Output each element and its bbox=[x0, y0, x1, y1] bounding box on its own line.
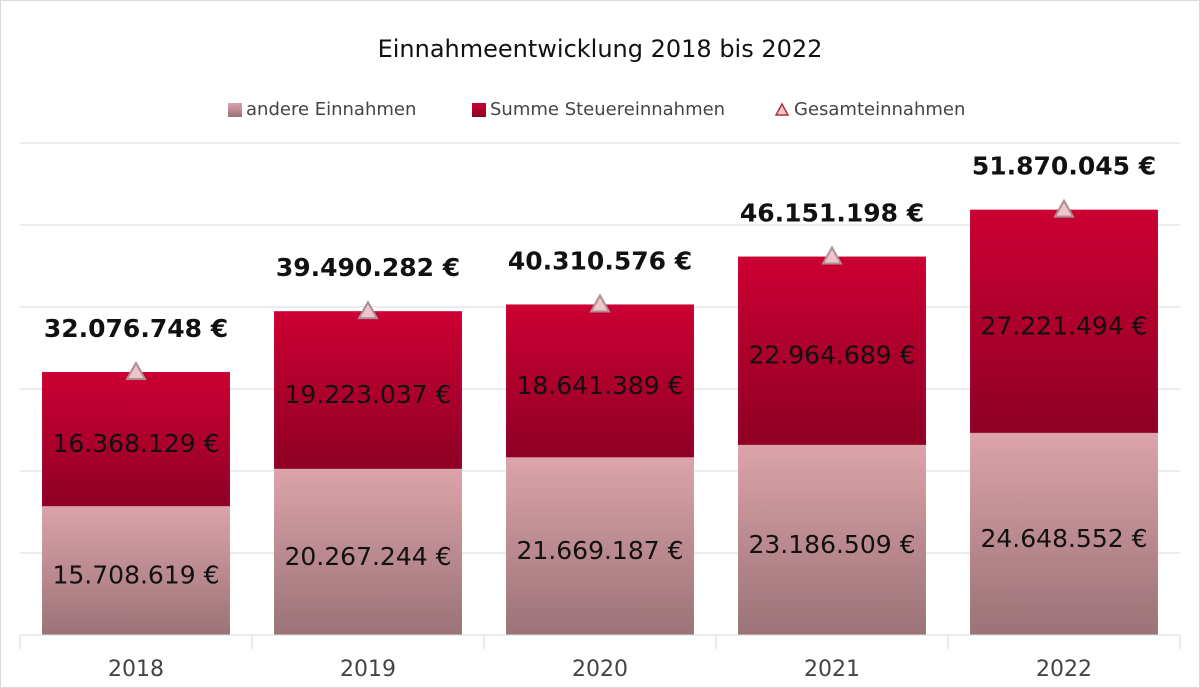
value-label: 21.669.187 € bbox=[517, 536, 684, 565]
value-label: 15.708.619 € bbox=[53, 561, 220, 590]
chart-title: Einnahmeentwicklung 2018 bis 2022 bbox=[378, 35, 823, 63]
value-label: 27.221.494 € bbox=[981, 311, 1148, 340]
bar-shade bbox=[970, 209, 1158, 433]
value-label: 20.267.244 € bbox=[285, 542, 452, 571]
value-label: 24.648.552 € bbox=[981, 524, 1148, 553]
total-label: 40.310.576 € bbox=[508, 246, 692, 275]
total-label: 32.076.748 € bbox=[44, 314, 228, 343]
bar-shade bbox=[738, 444, 926, 635]
value-label: 16.368.129 € bbox=[53, 429, 220, 458]
bar-shade bbox=[506, 457, 694, 635]
x-tick-label: 2021 bbox=[804, 657, 860, 682]
bar-shade bbox=[970, 432, 1158, 635]
legend-marker bbox=[774, 102, 790, 116]
bar-shade bbox=[42, 506, 230, 635]
total-label: 39.490.282 € bbox=[276, 253, 460, 282]
x-tick-label: 2019 bbox=[340, 657, 396, 682]
total-marker bbox=[125, 360, 147, 380]
total-marker bbox=[821, 245, 843, 265]
value-label: 19.223.037 € bbox=[285, 380, 452, 409]
bar-shade bbox=[506, 304, 694, 458]
bar-shade bbox=[738, 256, 926, 445]
total-marker bbox=[1053, 198, 1075, 218]
x-tick-label: 2018 bbox=[108, 657, 164, 682]
bar-shade bbox=[274, 468, 462, 635]
bar-shade bbox=[274, 311, 462, 469]
legend-shade bbox=[228, 103, 242, 117]
bar-shade bbox=[42, 371, 230, 507]
value-label: 18.641.389 € bbox=[517, 371, 684, 400]
value-label: 22.964.689 € bbox=[749, 341, 916, 370]
legend-label: Gesamteinnahmen bbox=[794, 99, 965, 120]
legend-label: Summe Steuereinnahmen bbox=[490, 99, 725, 120]
total-marker bbox=[357, 300, 379, 320]
total-label: 46.151.198 € bbox=[740, 199, 924, 228]
x-tick-label: 2022 bbox=[1036, 657, 1092, 682]
x-tick-label: 2020 bbox=[572, 657, 628, 682]
value-label: 23.186.509 € bbox=[749, 530, 916, 559]
total-label: 51.870.045 € bbox=[972, 152, 1156, 181]
total-marker bbox=[589, 293, 611, 313]
legend-label: andere Einnahmen bbox=[246, 99, 416, 120]
legend-shade bbox=[472, 103, 486, 117]
